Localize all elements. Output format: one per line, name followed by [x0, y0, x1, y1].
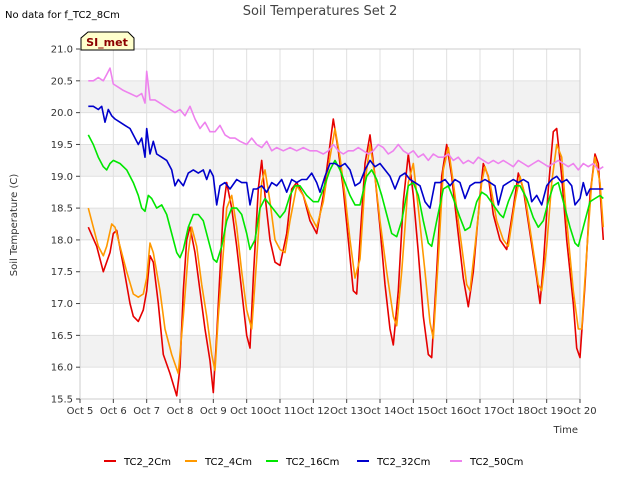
x-tick-label: Oct 17: [463, 406, 496, 417]
no-data-note: No data for f_TC2_8Cm: [5, 10, 120, 21]
site-badge: SI_met: [80, 31, 135, 51]
series-line-tc2-16cm: [87, 134, 604, 263]
legend-label: TC2_50Cm: [469, 457, 523, 468]
series-line-tc2-50cm: [88, 67, 604, 171]
x-tick-label: Oct 20: [563, 406, 596, 417]
x-tick-label: Oct 10: [230, 406, 263, 417]
grid-band: [80, 335, 580, 368]
y-tick-label: 20.5: [51, 76, 73, 87]
x-tick-label: Oct 7: [133, 406, 160, 417]
x-tick-label: Oct 5: [67, 406, 94, 417]
legend: TC2_2Cm TC2_4Cm TC2_16Cm TC2_32Cm TC2_50Cm: [104, 457, 523, 468]
series-line-tc2-32cm: [88, 105, 604, 209]
legend-label: TC2_2Cm: [123, 457, 171, 468]
x-tick-label: Oct 9: [200, 406, 227, 417]
x-tick-label: Oct 18: [497, 406, 530, 417]
y-axis-title: Soil Temperature (C): [9, 174, 20, 277]
legend-label: TC2_16Cm: [285, 457, 339, 468]
x-tick-label: Oct 11: [263, 406, 296, 417]
series-lines: [87, 67, 605, 397]
y-axis-ticks: 15.5 16.0 16.5 17.0 17.5 18.0 18.5 19.0 19.5 20.0…: [51, 45, 80, 406]
x-tick-label: Oct 14: [363, 406, 396, 417]
y-tick-label: 19.5: [51, 140, 73, 151]
legend-label: TC2_32Cm: [376, 457, 430, 468]
y-tick-label: 15.5: [51, 395, 73, 406]
gridline-bands: [80, 80, 580, 368]
y-tick-label: 17.5: [51, 267, 73, 278]
x-tick-label: Oct 13: [330, 406, 363, 417]
y-tick-label: 18.5: [51, 204, 73, 215]
plot-frame: [79, 48, 581, 400]
x-tick-label: Oct 16: [430, 406, 463, 417]
x-axis-ticks: Oct 5 Oct 6 Oct 7 Oct 8 Oct 9 Oct 10 Oct 11 Oct…: [67, 399, 597, 417]
y-tick-label: 18.0: [51, 235, 73, 246]
x-tick-label: Oct 19: [530, 406, 563, 417]
legend-label: TC2_4Cm: [204, 457, 252, 468]
y-tick-label: 16.5: [51, 331, 73, 342]
chart-title: Soil Temperatures Set 2: [243, 4, 398, 19]
y-tick-label: 17.0: [51, 299, 73, 310]
x-tick-label: Oct 12: [297, 406, 330, 417]
grid-band: [80, 80, 580, 113]
plot-area: [79, 48, 605, 400]
y-tick-label: 19.0: [51, 172, 73, 183]
y-tick-label: 21.0: [51, 45, 73, 56]
x-tick-label: Oct 6: [100, 406, 127, 417]
badge-label: SI_met: [86, 36, 128, 49]
y-tick-label: 16.0: [51, 363, 73, 374]
grid-band: [80, 208, 580, 240]
y-tick-label: 20.0: [51, 108, 73, 119]
grid-band: [80, 271, 580, 304]
x-tick-label: Oct 15: [397, 406, 430, 417]
x-axis-title: Time: [553, 425, 578, 436]
x-tick-label: Oct 8: [167, 406, 194, 417]
